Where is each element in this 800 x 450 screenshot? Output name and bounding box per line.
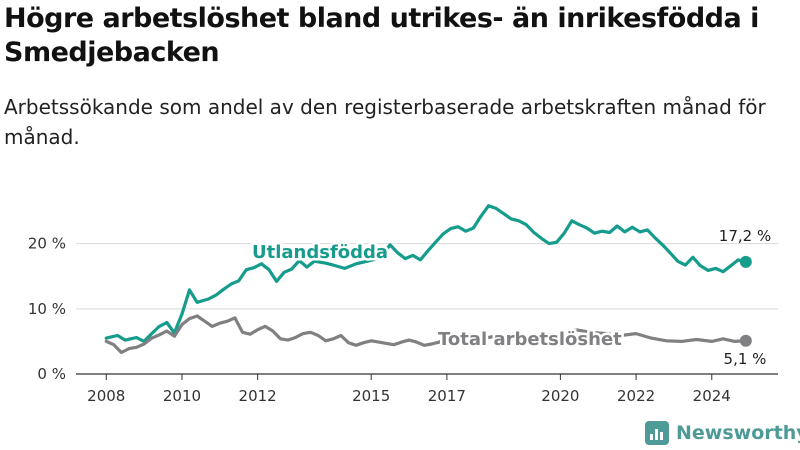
series-end-point	[739, 255, 752, 268]
x-tick-label: 2017	[428, 387, 466, 405]
chart-title: Högre arbetslöshet bland utrikes- än inr…	[4, 3, 759, 68]
series-line-utlandsfodda	[104, 204, 748, 343]
x-tick-label: 2010	[163, 387, 201, 405]
end-value-label: 17,2 %	[719, 227, 771, 245]
y-tick-label: 10 %	[28, 300, 66, 318]
series-end-point	[739, 334, 752, 347]
series-line-total	[104, 314, 748, 355]
y-tick-label: 20 %	[28, 235, 66, 253]
x-tick-label: 2008	[87, 387, 125, 405]
series-label-total: Total arbetslöshet	[438, 329, 622, 350]
chart-subtitle: Arbetssökande som andel av den registerb…	[4, 95, 766, 149]
end-value-label: 5,1 %	[724, 350, 767, 368]
x-tick-label: 2015	[352, 387, 390, 405]
series-label-utlandsfodda: Utlandsfödda	[252, 242, 388, 263]
x-tick-label: 2012	[239, 387, 277, 405]
bar-chart-icon	[645, 421, 669, 445]
y-tick-label: 0 %	[37, 365, 66, 383]
x-tick-label: 2022	[617, 387, 655, 405]
brand-name: Newsworthy	[676, 422, 800, 444]
x-tick-label: 2024	[693, 387, 731, 405]
newsworthy-logo: Newsworthy	[645, 419, 800, 447]
x-tick-label: 2020	[541, 387, 579, 405]
